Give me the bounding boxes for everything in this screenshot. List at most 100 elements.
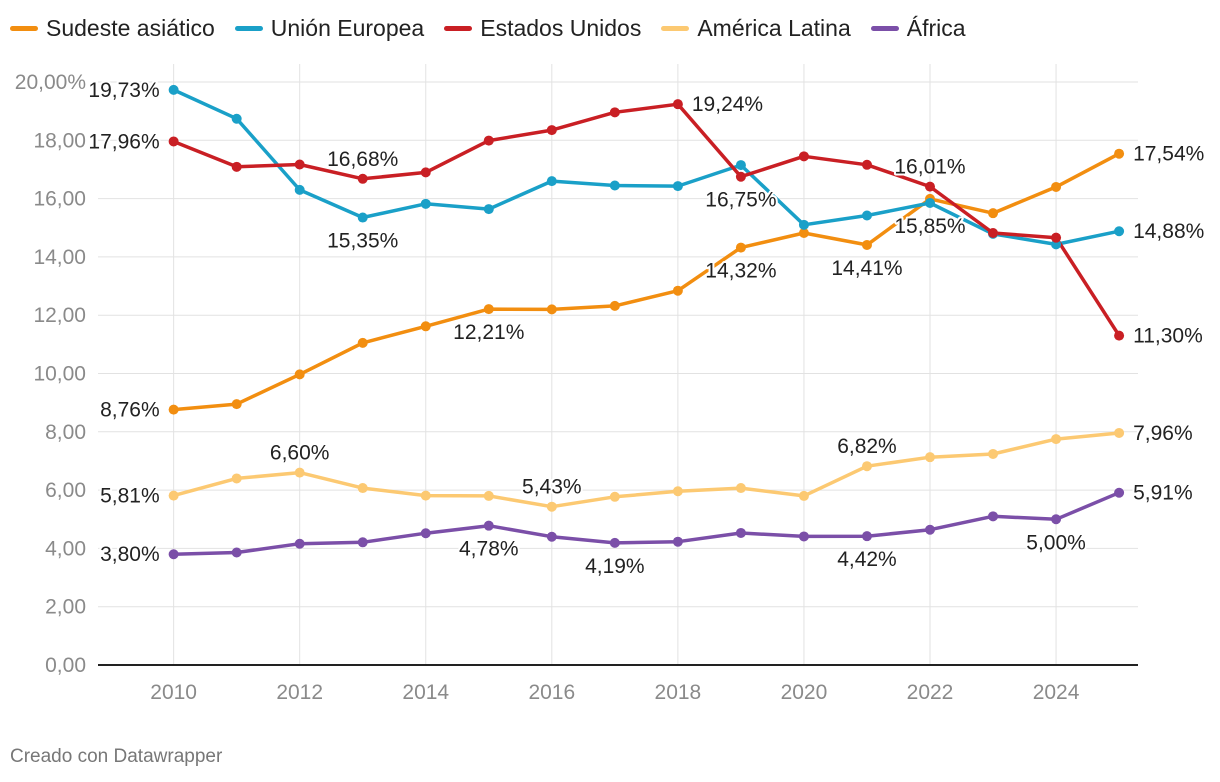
x-tick-label: 2020 [781, 681, 828, 704]
data-point [861, 239, 872, 250]
y-tick-label: 18,00 [33, 129, 86, 152]
data-label: 14,32% [705, 260, 776, 283]
series-line-2 [171, 102, 1121, 338]
data-point [483, 304, 494, 315]
x-tick-label: 2024 [1033, 681, 1080, 704]
data-point [988, 511, 999, 522]
y-tick-label: 4,00 [45, 537, 86, 560]
data-label: 8,76% [100, 399, 160, 422]
data-point [483, 204, 494, 215]
data-point [420, 321, 431, 332]
legend-swatch [661, 25, 690, 31]
data-point [672, 536, 683, 547]
data-point [357, 537, 368, 548]
line-chart: 0,00 2,00 4,00 6,00 8,00 10,00 12,00 14,00 16,00… [15, 64, 1206, 704]
data-point [1051, 232, 1062, 243]
data-point [925, 452, 935, 463]
data-point [1114, 330, 1125, 341]
data-point [168, 84, 179, 95]
data-point [609, 491, 620, 502]
x-tick-label: 2016 [528, 681, 575, 704]
legend-label: América Latina [697, 14, 851, 41]
data-label: 15,35% [327, 230, 398, 253]
data-point [420, 167, 431, 178]
data-point [168, 136, 179, 147]
data-point [672, 285, 683, 296]
legend-label: Sudeste asiático [46, 14, 215, 41]
data-label: 17,54% [1133, 143, 1204, 166]
y-tick-label: 2,00 [45, 596, 86, 619]
series-line-0 [171, 151, 1121, 412]
data-point [231, 473, 242, 484]
data-point [861, 210, 872, 221]
data-point [294, 467, 305, 478]
data-label: 19,73% [88, 79, 159, 102]
legend-swatch [234, 25, 263, 31]
legend-swatch [870, 25, 899, 31]
data-point [483, 490, 494, 501]
data-point [231, 161, 242, 172]
data-label: 3,80% [100, 543, 160, 566]
legend-label: África [906, 14, 966, 41]
data-label: 16,68% [327, 148, 398, 171]
data-point [925, 197, 935, 208]
data-point [672, 486, 683, 497]
data-point [546, 304, 557, 315]
data-point [1114, 427, 1125, 438]
data-point [231, 399, 242, 410]
data-point [609, 107, 620, 118]
data-point [483, 520, 494, 531]
data-point [357, 173, 368, 184]
y-tick-label: 8,00 [45, 421, 86, 444]
data-point [988, 227, 999, 238]
data-point [798, 490, 809, 501]
data-label: 4,19% [585, 555, 645, 578]
data-point [861, 159, 872, 170]
chart-legend: Sudeste asiático Unión Europea Estados Uni… [10, 12, 986, 44]
y-tick-label: 0,00 [45, 654, 86, 677]
data-point [798, 219, 809, 230]
data-point [546, 531, 557, 542]
data-label: 4,42% [837, 548, 897, 571]
data-point [1114, 226, 1125, 237]
y-tick-label: 12,00 [33, 304, 86, 327]
data-point [231, 113, 242, 124]
data-point [483, 135, 494, 146]
data-point [609, 180, 620, 191]
data-point [609, 537, 620, 548]
y-tick-label: 6,00 [45, 479, 86, 502]
data-point [925, 181, 935, 192]
data-point [672, 99, 683, 110]
x-tick-label: 2014 [402, 681, 449, 704]
data-label: 16,75% [705, 189, 776, 212]
data-point [798, 227, 809, 238]
credit-text: Creado con Datawrapper [10, 746, 223, 767]
data-point [294, 369, 305, 380]
data-point [672, 181, 683, 192]
data-point [357, 337, 368, 348]
data-point [420, 198, 431, 209]
x-tick-label: 2022 [907, 681, 954, 704]
legend-item: Estados Unidos [444, 15, 641, 42]
legend-label: Unión Europea [270, 14, 425, 41]
data-label: 5,91% [1133, 482, 1193, 505]
data-point [357, 483, 368, 494]
y-tick-label: 20,00% [15, 71, 86, 94]
data-label: 14,88% [1133, 220, 1204, 243]
data-label: 16,01% [894, 156, 965, 179]
data-point [1051, 514, 1062, 525]
data-point [1114, 148, 1125, 159]
data-point [735, 171, 746, 182]
data-label: 7,96% [1133, 422, 1193, 445]
data-point [168, 490, 179, 501]
data-label: 14,41% [831, 257, 902, 280]
data-point [735, 242, 746, 253]
legend-item: África [870, 14, 966, 42]
data-point [546, 176, 557, 187]
data-point [798, 531, 809, 542]
legend-item: Sudeste asiático [10, 15, 215, 42]
data-label: 5,00% [1026, 531, 1086, 554]
legend-swatch [444, 25, 473, 31]
data-point [168, 404, 179, 415]
data-point [735, 483, 746, 494]
